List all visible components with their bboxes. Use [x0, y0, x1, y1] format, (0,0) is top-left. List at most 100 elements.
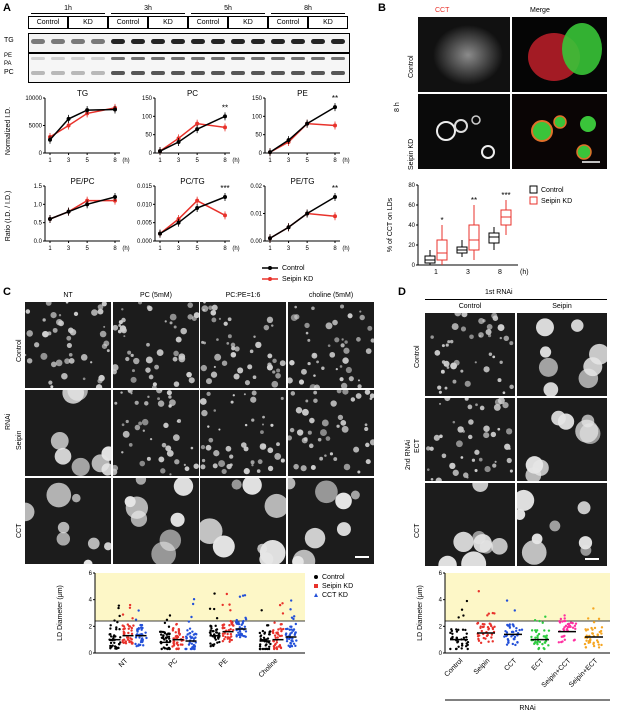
scatter-point [584, 646, 588, 649]
blot-band [211, 71, 225, 75]
micrograph-d [425, 313, 515, 396]
scatter-point [286, 627, 289, 631]
x-tick-label: 1 [268, 246, 272, 252]
scatter-point [162, 637, 165, 640]
scatter-point [460, 644, 464, 647]
scatter-point [278, 603, 282, 607]
data-point-control [195, 206, 200, 210]
blot-band [71, 71, 85, 75]
scatter-point [130, 629, 133, 632]
scatter-point [275, 632, 279, 635]
y-tick-label: 0.02 [250, 184, 262, 190]
y-tick-label: 0 [149, 151, 153, 157]
y-tick-label: 0.015 [137, 184, 153, 190]
y-tick-label: 50 [255, 133, 262, 139]
scatter-point [235, 620, 238, 623]
scatter-point [190, 642, 194, 645]
scatter-point [243, 594, 247, 597]
x-category-label: Choline [258, 657, 280, 679]
scatter-point [109, 641, 113, 645]
blot-band [51, 57, 65, 60]
scatter-point [520, 628, 524, 631]
blot-band [251, 71, 265, 75]
scatter-point [587, 641, 590, 644]
scatter-point [226, 632, 229, 636]
scatter-point [262, 636, 266, 639]
scatter-point [193, 644, 196, 647]
micrograph-canvas [438, 483, 508, 566]
scatter-point [491, 640, 494, 643]
scatter-point [208, 607, 212, 610]
scatter-point [530, 635, 533, 639]
y-tick-label: 40 [408, 223, 415, 229]
scatter-point [244, 630, 248, 633]
scatter-point [563, 626, 566, 629]
scatter-point [289, 625, 292, 628]
scale-bar [585, 558, 599, 560]
scatter-point [138, 636, 141, 639]
blot-band [131, 39, 145, 44]
x-tick-label: 8 [333, 246, 337, 252]
scatter-point [162, 646, 165, 649]
scatter-point [460, 642, 464, 645]
scatter-point [228, 623, 231, 627]
scatter-point [490, 624, 493, 628]
scatter-point [565, 628, 569, 631]
y-axis-label-bottom: Ratio (I.D. / I.D.) [5, 191, 12, 242]
scatter-point [124, 642, 128, 645]
blot-band [231, 71, 245, 75]
group-label: Control [28, 16, 68, 29]
scatter-point [486, 614, 489, 617]
scatter-point [187, 620, 191, 623]
y-tick-label: 0 [259, 151, 263, 157]
scatter-point [592, 620, 596, 624]
row-label: Seipin [16, 430, 23, 450]
x-category-label: ECT [531, 657, 546, 672]
scatter-point [122, 638, 126, 641]
scatter-point [128, 606, 132, 609]
blot-band [151, 71, 165, 75]
scatter-point [600, 643, 603, 647]
blot-row-label: TG [4, 37, 14, 44]
scatter-point [279, 627, 282, 630]
scatter-point [213, 635, 216, 639]
scatter-point [482, 625, 485, 628]
group-label: KD [228, 16, 268, 29]
blot-band [291, 57, 305, 60]
scatter-point [574, 622, 578, 625]
scatter-point [592, 644, 596, 648]
chart-title: PC [187, 89, 198, 98]
scatter-point [285, 637, 289, 640]
scatter-point [132, 624, 135, 627]
scatter-point [289, 641, 292, 645]
column-label: PC:PE=1:6 [225, 292, 261, 299]
legend-label: Control [322, 574, 345, 581]
x-tick-label: 3 [67, 158, 71, 164]
scatter-point [216, 641, 219, 644]
scatter-point [136, 630, 139, 633]
scatter-point [455, 647, 458, 651]
y-tick-label: 6 [439, 571, 443, 577]
scatter-point [127, 631, 130, 635]
scatter-point [115, 628, 118, 631]
scatter-point [134, 636, 138, 639]
scatter-point [244, 635, 247, 639]
panel-letter-b: B [378, 2, 386, 14]
scatter-point [477, 637, 480, 641]
series-line-kd [159, 199, 226, 235]
row-label: Control [16, 339, 23, 362]
blot-band [211, 57, 225, 60]
scatter-point [137, 609, 140, 612]
scatter-point [480, 629, 484, 633]
scatter-point [538, 619, 541, 623]
scatter-point [232, 628, 235, 632]
scatter-point [221, 632, 225, 635]
scatter-point [276, 636, 279, 639]
scatter-point [271, 630, 274, 633]
scatter-point [231, 623, 234, 626]
scatter-point [281, 612, 285, 615]
scatter-point [228, 638, 232, 641]
micrograph-c [200, 302, 286, 388]
scatter-point [568, 624, 572, 628]
